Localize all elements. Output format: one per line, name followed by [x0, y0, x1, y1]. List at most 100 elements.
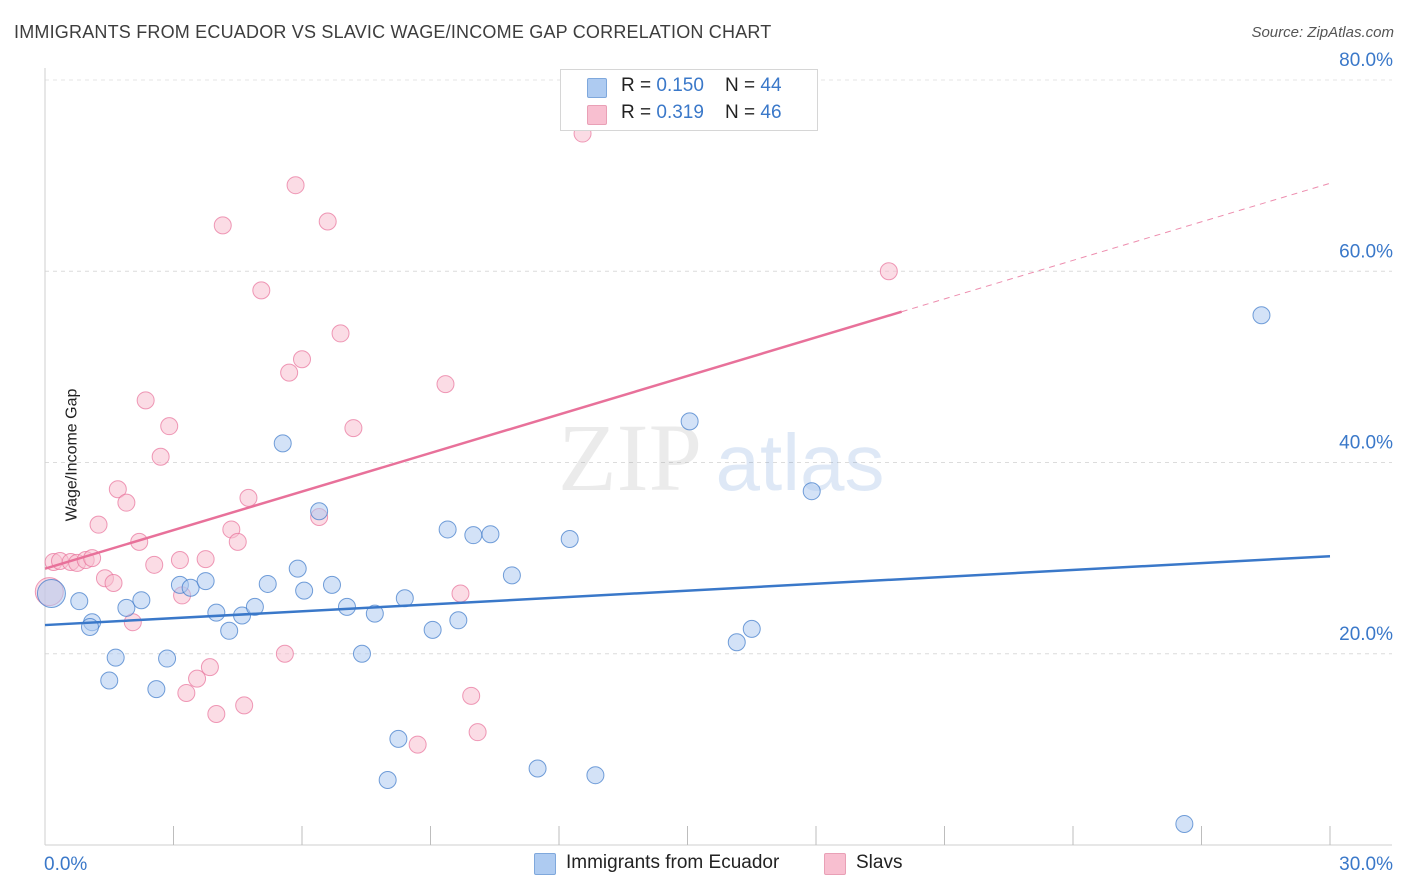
- slavs-point: [177, 683, 196, 702]
- slavs-point: [235, 696, 254, 715]
- ecuador-point: [449, 611, 468, 630]
- y-tick-label: 60.0%: [1339, 241, 1393, 262]
- ecuador-point: [106, 648, 125, 667]
- ecuador-point: [220, 621, 239, 640]
- ecuador-point: [365, 604, 384, 623]
- slavs-point: [462, 686, 481, 705]
- ecuador-point: [310, 502, 329, 521]
- slavs-point: [286, 176, 305, 195]
- slavs-point: [151, 447, 170, 466]
- slavs-point: [252, 281, 271, 300]
- slavs-point: [108, 480, 127, 499]
- ecuador-point: [158, 649, 177, 668]
- ecuador-point: [207, 603, 226, 622]
- slavs-point: [228, 532, 247, 551]
- ecuador-point: [337, 597, 356, 616]
- slavs-point: [239, 488, 258, 507]
- legend-swatch-ecuador: [587, 78, 607, 98]
- bottom-legend-swatch-slavs: [824, 853, 846, 875]
- slavs-trend-line: [44, 310, 903, 570]
- ecuador-point: [132, 591, 151, 610]
- ecuador-point: [181, 578, 200, 597]
- ecuador-point: [423, 620, 442, 639]
- slavs-point: [451, 584, 470, 603]
- y-tick-label: 20.0%: [1339, 624, 1393, 645]
- ecuador-point: [273, 434, 292, 453]
- watermark: ZIP atlas: [558, 404, 884, 511]
- chart-title: IMMIGRANTS FROM ECUADOR VS SLAVIC WAGE/I…: [14, 22, 772, 42]
- ecuador-point: [117, 598, 136, 617]
- legend-r-value: 0.150: [656, 75, 704, 96]
- ecuador-point: [802, 482, 821, 501]
- ecuador-point: [438, 520, 457, 539]
- tick-labels: 20.0% 40.0% 60.0% 80.0% 0.0% 30.0%: [44, 50, 1393, 875]
- legend-n-value: 44: [760, 75, 782, 96]
- slavs-point: [468, 723, 487, 742]
- ecuador-point: [586, 766, 605, 785]
- slavs-point: [104, 573, 123, 592]
- ecuador-trend-line: [44, 554, 1331, 627]
- slavs-point: [436, 375, 455, 394]
- ecuador-point: [36, 579, 66, 609]
- slavs-point: [879, 262, 898, 281]
- ecuador-point: [1175, 814, 1194, 833]
- bottom-legend-label-ecuador: Immigrants from Ecuador: [566, 852, 780, 873]
- ecuador-point: [196, 572, 215, 591]
- slavs-point: [408, 735, 427, 754]
- correlation-legend: R = 0.150 N = 44 R = 0.319 N = 46: [560, 69, 818, 131]
- slavs-point: [200, 658, 219, 677]
- axes: [44, 68, 1392, 846]
- legend-r-value: 0.319: [656, 102, 704, 123]
- ecuador-point: [245, 597, 264, 616]
- ecuador-point: [378, 770, 397, 789]
- slavs-point: [136, 391, 155, 410]
- slavs-point: [280, 363, 299, 382]
- legend-r-label: R =: [621, 102, 657, 123]
- slavs-point: [213, 216, 232, 235]
- ecuador-point: [147, 680, 166, 699]
- slavs-point: [89, 515, 108, 534]
- slavs-point: [196, 550, 215, 569]
- ecuador-point: [100, 671, 119, 690]
- ecuador-point: [389, 729, 408, 748]
- x-tick-label: 0.0%: [44, 854, 87, 875]
- ecuador-point: [560, 530, 579, 548]
- legend-r-label: R =: [621, 75, 657, 96]
- trend-lines: [44, 182, 1331, 627]
- slavs-point: [207, 704, 226, 723]
- legend-n-value: 46: [760, 102, 782, 123]
- ecuador-point: [288, 559, 307, 578]
- slavs-point: [160, 417, 179, 436]
- slavs-point: [275, 644, 294, 663]
- slavs-point: [170, 551, 189, 570]
- ecuador-point: [80, 617, 99, 636]
- ecuador-point: [322, 575, 341, 594]
- legend-n-label: N =: [725, 102, 761, 123]
- x-tick-label: 30.0%: [1339, 854, 1393, 875]
- ecuador-point: [352, 644, 371, 663]
- ecuador-point: [680, 412, 699, 431]
- ecuador-point: [742, 619, 761, 638]
- bottom-legend-swatch-ecuador: [534, 853, 556, 875]
- ecuador-point: [295, 581, 314, 600]
- slavs-point: [318, 212, 337, 231]
- legend-swatch-slavs: [587, 105, 607, 125]
- slavs-point: [293, 350, 311, 369]
- ecuador-point: [502, 566, 521, 585]
- ecuador-point: [727, 633, 746, 652]
- slavs-point: [331, 324, 350, 343]
- bottom-legend-label-slavs: Slavs: [856, 852, 903, 873]
- ecuador-point: [528, 759, 547, 778]
- ecuador-point: [258, 574, 277, 593]
- watermark-atlas: atlas: [716, 418, 885, 507]
- ecuador-point: [1252, 306, 1271, 325]
- slavs-point: [188, 669, 207, 688]
- slavs-point: [117, 493, 136, 512]
- y-tick-label: 80.0%: [1339, 50, 1393, 71]
- ecuador-point: [481, 525, 500, 544]
- ecuador-point: [464, 526, 483, 545]
- ecuador-point: [70, 592, 89, 611]
- y-tick-label: 40.0%: [1339, 433, 1393, 454]
- ecuador-points: [36, 306, 1271, 833]
